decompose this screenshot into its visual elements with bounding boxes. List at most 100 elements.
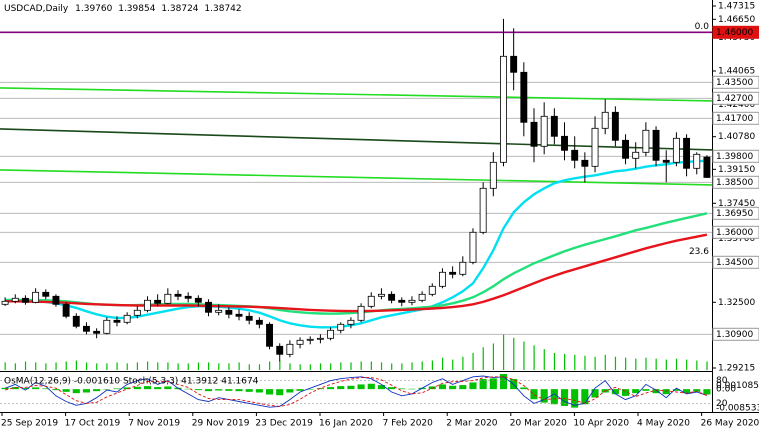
candle-body	[52, 295, 60, 305]
x-tick-label: 23 Dec 2019	[255, 419, 313, 429]
osma-bar	[347, 385, 355, 390]
x-tick-label: 29 Nov 2019	[192, 419, 250, 429]
osma-bar	[62, 389, 70, 392]
volume-bar	[85, 362, 88, 370]
osma-bar	[398, 388, 406, 390]
candle-body	[62, 303, 70, 317]
volume-bar	[543, 349, 545, 370]
volume-bar	[645, 357, 647, 370]
y-tick-label: 1.46650	[718, 15, 755, 25]
stoch-line	[4, 375, 708, 408]
x-tick-label: 7 Feb 2020	[383, 419, 434, 429]
candle-body	[662, 159, 670, 163]
osma-bar	[479, 379, 487, 390]
volume-bar	[686, 359, 688, 370]
quote-high: 1.39854	[118, 4, 155, 14]
candle-body	[11, 297, 19, 302]
volume-bar	[319, 363, 322, 370]
volume-bar	[279, 360, 281, 370]
candle-body	[449, 271, 457, 275]
osma-bar	[52, 389, 60, 391]
osma-bar	[245, 389, 253, 392]
moving-average	[5, 233, 708, 313]
candle-body	[581, 159, 589, 167]
candle-body	[500, 55, 507, 163]
candle-body	[245, 315, 253, 321]
x-tick-label: 10 Apr 2020	[573, 419, 629, 429]
volume-bar	[4, 362, 6, 370]
osma-bar	[72, 389, 80, 394]
level-box	[712, 206, 759, 220]
level-box	[712, 175, 759, 189]
osma-bar	[530, 389, 538, 400]
osma-bar	[327, 387, 335, 390]
volume-bar	[157, 362, 159, 370]
volume-bar	[706, 361, 708, 370]
volume-bar	[431, 360, 433, 370]
volume-bar	[482, 347, 484, 370]
osma-bar	[693, 389, 701, 392]
candle-body	[266, 323, 273, 347]
osma-bar	[21, 388, 29, 390]
candle-body	[439, 271, 446, 287]
volume-bar	[248, 364, 250, 370]
candle-body	[215, 309, 223, 313]
x-tick-label: 4 May 2020	[637, 419, 690, 429]
stoch-tick-label: 80	[716, 376, 728, 386]
osma-bar	[154, 387, 162, 390]
volume-bar	[208, 362, 210, 370]
osma-bar	[520, 387, 528, 390]
osma-bar	[265, 389, 274, 395]
osma-bar	[286, 389, 294, 393]
candle-body	[235, 313, 243, 317]
volume-bar	[289, 363, 291, 370]
candle-body	[32, 291, 40, 303]
trendline	[0, 87, 713, 102]
volume-bar	[55, 362, 57, 370]
quote-close: 1.38742	[204, 4, 241, 14]
osma-bar	[591, 389, 599, 398]
volume-bar	[136, 362, 139, 370]
candle-body	[530, 121, 538, 147]
candle-body	[561, 135, 568, 151]
candle-body	[296, 339, 304, 345]
osma-bar	[489, 378, 497, 390]
candle-body	[693, 153, 701, 169]
osma-bar	[113, 388, 121, 390]
volume-bar	[106, 363, 108, 370]
osma-bar	[133, 386, 141, 390]
candle-body	[388, 293, 396, 301]
candle-body	[459, 261, 467, 275]
x-tick-label: 25 Sep 2019	[1, 419, 58, 429]
osma-bar	[683, 389, 691, 394]
volume-bar	[462, 356, 464, 370]
candle-body	[83, 325, 90, 332]
volume-bar	[584, 355, 586, 370]
volume-bar	[370, 361, 372, 370]
candle-body	[205, 301, 212, 313]
osma-bar	[550, 389, 558, 405]
y-tick-label: 1.29215	[718, 364, 755, 374]
level-label: 1.43500	[716, 78, 753, 88]
candle-body	[489, 161, 497, 189]
volume-bar	[655, 358, 657, 370]
candle-body	[520, 71, 528, 123]
candle-body	[225, 309, 233, 315]
quote-low: 1.38724	[161, 4, 198, 14]
volume-bar	[269, 361, 271, 370]
candle-body	[194, 297, 202, 303]
level-label: 1.34500	[716, 258, 753, 268]
osma-bar	[11, 387, 19, 390]
osma-bar	[581, 389, 589, 405]
candle-body	[1, 300, 9, 305]
x-tick-label: 2 Mar 2020	[446, 419, 498, 429]
volume-bar	[553, 352, 556, 370]
osma-bar	[703, 389, 711, 395]
candle-body	[683, 137, 691, 169]
candle-body	[316, 337, 324, 340]
indicator-label: OsMA(12,26,9) -0.001610 Stoch(5,3,3) 41.…	[4, 377, 259, 387]
volume-bar	[625, 357, 627, 370]
